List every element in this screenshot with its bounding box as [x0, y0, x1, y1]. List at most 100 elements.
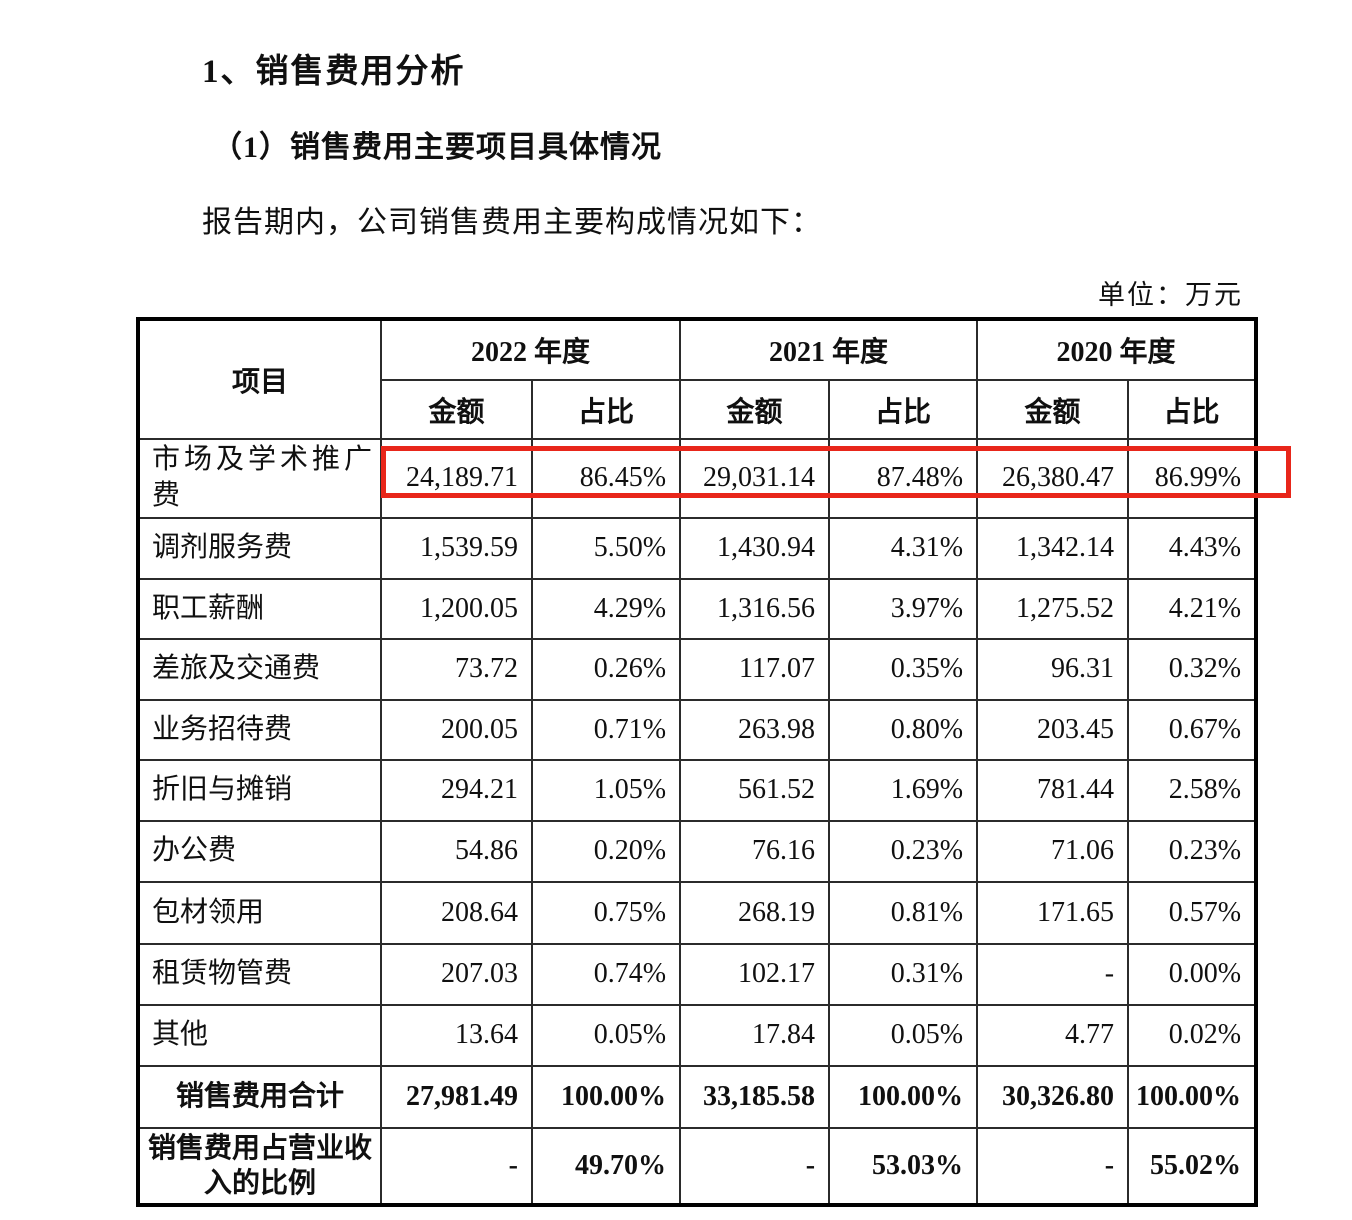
- value-cell: 100.00%: [1127, 1064, 1258, 1129]
- value-cell: 49.70%: [530, 1126, 682, 1206]
- value-cell: 33,185.58: [679, 1064, 831, 1129]
- value-cell: 4.31%: [828, 516, 979, 580]
- value-cell: 100.00%: [530, 1064, 682, 1129]
- value-cell: 53.03%: [828, 1126, 979, 1206]
- value-cell: 1,539.59: [380, 516, 533, 580]
- value-cell: 0.81%: [828, 880, 979, 945]
- value-cell: 117.07: [679, 637, 831, 701]
- value-cell: 76.16: [679, 819, 831, 883]
- value-cell: 0.23%: [828, 819, 979, 883]
- value-cell: 0.02%: [1127, 1003, 1258, 1067]
- value-cell: 55.02%: [1127, 1126, 1258, 1206]
- value-cell: 86.99%: [1127, 438, 1258, 519]
- value-cell: 13.64: [380, 1003, 533, 1067]
- value-cell: 86.45%: [530, 438, 682, 519]
- value-cell: 87.48%: [828, 438, 979, 519]
- value-cell: 294.21: [380, 758, 533, 822]
- value-cell: 17.84: [679, 1003, 831, 1067]
- value-cell: 0.71%: [530, 698, 682, 761]
- item-cell: 销售费用占营业收入的比例: [137, 1126, 382, 1206]
- value-cell: 203.45: [976, 698, 1130, 761]
- header-ratio: 占比: [828, 379, 979, 440]
- item-cell: 办公费: [137, 819, 382, 883]
- value-cell: 0.05%: [828, 1003, 979, 1067]
- header-year-2020: 2020 年度: [976, 318, 1258, 381]
- value-cell: 263.98: [679, 698, 831, 761]
- value-cell: 0.67%: [1127, 698, 1258, 761]
- header-amount: 金额: [380, 379, 533, 440]
- table-row: 租赁物管费 207.03 0.74% 102.17 0.31% -0.00%: [137, 942, 1258, 1006]
- header-year-2021: 2021 年度: [679, 318, 979, 381]
- value-cell: 0.75%: [530, 880, 682, 945]
- value-cell: 27,981.49: [380, 1064, 533, 1129]
- value-cell: 26,380.47: [976, 438, 1130, 519]
- value-cell: 100.00%: [828, 1064, 979, 1129]
- table-row: 业务招待费 200.05 0.71% 263.98 0.80% 203.45 0.67%: [137, 698, 1258, 761]
- value-cell: 0.26%: [530, 637, 682, 701]
- item-cell: 其他: [137, 1003, 382, 1067]
- subsection-heading: （1）销售费用主要项目具体情况: [212, 131, 662, 164]
- value-cell: -: [380, 1126, 533, 1206]
- header-amount: 金额: [679, 379, 831, 440]
- table-row: 办公费 54.86 0.20% 76.16 0.23% 71.06 0.23%: [137, 819, 1258, 883]
- value-cell: 200.05: [380, 698, 533, 761]
- item-cell: 业务招待费: [137, 698, 382, 761]
- value-cell: 0.35%: [828, 637, 979, 701]
- value-cell: -: [976, 1126, 1130, 1206]
- value-cell: 4.77: [976, 1003, 1130, 1067]
- value-cell: 208.64: [380, 880, 533, 945]
- table-row: 销售费用占营业收入的比例 -49.70% -53.03% -55.02%: [137, 1126, 1258, 1206]
- value-cell: 1,430.94: [679, 516, 831, 580]
- value-cell: 4.43%: [1127, 516, 1258, 580]
- value-cell: 0.20%: [530, 819, 682, 883]
- header-amount: 金额: [976, 379, 1130, 440]
- table-row: 差旅及交通费 73.72 0.26% 117.07 0.35% 96.31 0.32%: [137, 637, 1258, 701]
- value-cell: 1.05%: [530, 758, 682, 822]
- value-cell: 781.44: [976, 758, 1130, 822]
- header-row-sub: 金额 占比 金额 占比 金额 占比: [138, 379, 1258, 440]
- item-cell: 租赁物管费: [137, 942, 382, 1006]
- value-cell: 0.57%: [1127, 880, 1258, 945]
- header-row-years: 项目 2022 年度 2021 年度 2020 年度: [137, 318, 1258, 440]
- value-cell: -: [679, 1126, 831, 1206]
- table-row: 市场及学术推广费 24,189.71 86.45% 29,031.14 87.48% 26…: [137, 438, 1258, 519]
- value-cell: 1,342.14: [976, 516, 1130, 580]
- value-cell: 0.05%: [530, 1003, 682, 1067]
- value-cell: 0.80%: [828, 698, 979, 761]
- value-cell: 30,326.80: [976, 1064, 1130, 1129]
- value-cell: 73.72: [380, 637, 533, 701]
- header-item: 项目: [137, 318, 382, 440]
- value-cell: 71.06: [976, 819, 1130, 883]
- value-cell: 1,200.05: [380, 577, 533, 640]
- value-cell: 0.74%: [530, 942, 682, 1006]
- value-cell: 96.31: [976, 637, 1130, 701]
- value-cell: 1,275.52: [976, 577, 1130, 640]
- value-cell: 4.29%: [530, 577, 682, 640]
- value-cell: 0.23%: [1127, 819, 1258, 883]
- value-cell: 561.52: [679, 758, 831, 822]
- value-cell: 2.58%: [1127, 758, 1258, 822]
- value-cell: 24,189.71: [380, 438, 533, 519]
- value-cell: 1.69%: [828, 758, 979, 822]
- value-cell: 54.86: [380, 819, 533, 883]
- table-row: 销售费用合计 27,981.49 100.00% 33,185.58 100.00% 30…: [137, 1064, 1258, 1129]
- value-cell: 268.19: [679, 880, 831, 945]
- value-cell: 0.31%: [828, 942, 979, 1006]
- header-ratio: 占比: [530, 379, 682, 440]
- value-cell: 5.50%: [530, 516, 682, 580]
- item-cell: 职工薪酬: [137, 577, 382, 640]
- table-row: 调剂服务费 1,539.59 5.50% 1,430.94 4.31% 1,342.14 4…: [137, 516, 1258, 580]
- value-cell: 102.17: [679, 942, 831, 1006]
- header-year-2022: 2022 年度: [379, 318, 682, 381]
- table-row: 包材领用 208.64 0.75% 268.19 0.81% 171.65 0.57%: [137, 880, 1258, 945]
- value-cell: 4.21%: [1127, 577, 1258, 640]
- header-ratio: 占比: [1127, 379, 1258, 440]
- item-cell: 市场及学术推广费: [137, 438, 382, 519]
- value-cell: -: [976, 942, 1130, 1006]
- value-cell: 0.00%: [1127, 942, 1258, 1006]
- unit-label: 单位：万元: [1098, 280, 1243, 310]
- intro-paragraph: 报告期内，公司销售费用主要构成情况如下：: [202, 206, 822, 239]
- value-cell: 207.03: [380, 942, 533, 1006]
- table-row: 其他 13.64 0.05% 17.84 0.05% 4.77 0.02%: [137, 1003, 1258, 1067]
- value-cell: 171.65: [976, 880, 1130, 945]
